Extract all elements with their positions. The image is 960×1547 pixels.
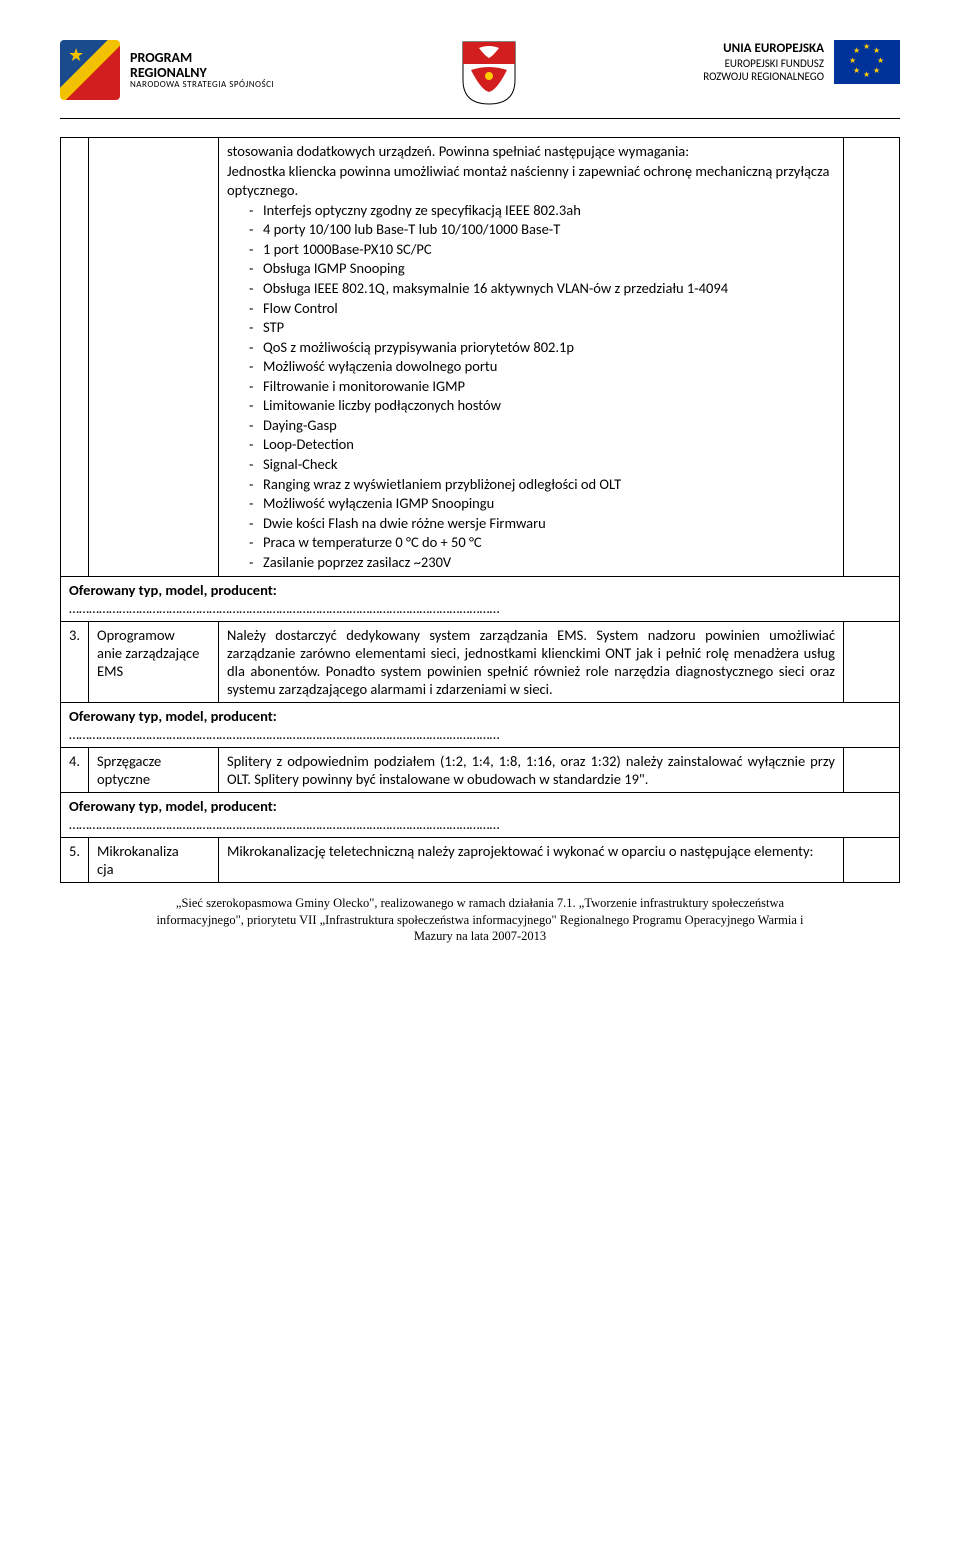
row-label: Mikrokanalizacja — [89, 838, 219, 883]
offered-dots: …………………………………………………………………………………………………………… — [69, 725, 891, 743]
offered-dots: …………………………………………………………………………………………………………… — [69, 599, 891, 617]
spec-bullet-item: Flow Control — [249, 299, 835, 319]
spec-bullet-item: Możliwość wyłączenia dowolnego portu — [249, 357, 835, 377]
footer-line2: informacyjnego", priorytetu VII „Infrast… — [60, 912, 900, 928]
table-row: 5. Mikrokanalizacja Mikrokanalizację tel… — [61, 838, 900, 883]
offered-row: Oferowany typ, model, producent: …………………… — [61, 793, 900, 838]
offered-label: Oferowany typ, model, producent: — [69, 797, 891, 815]
offered-label: Oferowany typ, model, producent: — [69, 707, 891, 725]
header-right-line3: ROZWOJU REGIONALNEGO — [703, 70, 824, 83]
header-left-line2: REGIONALNY — [130, 65, 274, 80]
footer-line1: „Sieć szerokopasmowa Gminy Olecko", real… — [60, 895, 900, 911]
header-left-line1: PROGRAM — [130, 50, 274, 65]
table-row: 4. Sprzęgacze optyczne Splitery z odpowi… — [61, 748, 900, 793]
spec-bullet-item: STP — [249, 318, 835, 338]
spec-bullet-item: Obsługa IGMP Snooping — [249, 259, 835, 279]
spec-bullet-item: Możliwość wyłączenia IGMP Snoopingu — [249, 494, 835, 514]
program-logo-icon — [60, 40, 120, 100]
offered-row: Oferowany typ, model, producent: …………………… — [61, 577, 900, 622]
spec-bullet-item: Ranging wraz z wyświetlaniem przybliżone… — [249, 475, 835, 495]
row-text: Splitery z odpowiednim podziałem (1:2, 1… — [219, 748, 844, 793]
row-text: Mikrokanalizację teletechniczną należy z… — [219, 838, 844, 883]
spec-bullet-item: 4 porty 10/100 lub Base-T lub 10/100/100… — [249, 220, 835, 240]
spec-table: stosowania dodatkowych urządzeń. Powinna… — [60, 137, 900, 883]
row-label: Oprogramowanie zarządzające EMS — [89, 622, 219, 703]
spec-bullet-item: Loop-Detection — [249, 435, 835, 455]
table-row: stosowania dodatkowych urządzeń. Powinna… — [61, 138, 900, 577]
table-row: 3. Oprogramowanie zarządzające EMS Należ… — [61, 622, 900, 703]
logo-program-regionalny: PROGRAM REGIONALNY NARODOWA STRATEGIA SP… — [60, 40, 274, 100]
row-text: Należy dostarczyć dedykowany system zarz… — [219, 622, 844, 703]
page-footer: „Sieć szerokopasmowa Gminy Olecko", real… — [60, 895, 900, 944]
spec-bullet-item: Obsługa IEEE 802.1Q, maksymalnie 16 akty… — [249, 279, 835, 299]
row-number: 3. — [61, 622, 89, 703]
row-label: Sprzęgacze optyczne — [89, 748, 219, 793]
spec-bullets: Interfejs optyczny zgodny ze specyfikacj… — [249, 201, 835, 573]
row-number: 4. — [61, 748, 89, 793]
spec-bullet-item: Filtrowanie i monitorowanie IGMP — [249, 377, 835, 397]
eu-flag-icon: ★ ★ ★ ★ ★ ★ ★ ★ — [834, 40, 900, 84]
header-divider — [60, 118, 900, 119]
spec-bullet-item: Zasilanie poprzez zasilacz ~230V — [249, 553, 835, 573]
header-left-line3: NARODOWA STRATEGIA SPÓJNOŚCI — [130, 80, 274, 90]
page-header: PROGRAM REGIONALNY NARODOWA STRATEGIA SP… — [60, 40, 900, 106]
spec-bullet-item: Dwie kości Flash na dwie różne wersje Fi… — [249, 514, 835, 534]
footer-line3: Mazury na lata 2007-2013 — [60, 928, 900, 944]
row-number: 5. — [61, 838, 89, 883]
coat-of-arms-icon — [461, 40, 517, 106]
offered-row: Oferowany typ, model, producent: …………………… — [61, 703, 900, 748]
spec-continuation: stosowania dodatkowych urządzeń. Powinna… — [227, 142, 835, 572]
spec-intro: stosowania dodatkowych urządzeń. Powinna… — [227, 142, 689, 160]
header-right-line2: EUROPEJSKI FUNDUSZ — [703, 57, 824, 70]
spec-bullet-item: Daying-Gasp — [249, 416, 835, 436]
spec-bullet-item: Signal-Check — [249, 455, 835, 475]
spec-bullet-item: Interfejs optyczny zgodny ze specyfikacj… — [249, 201, 835, 221]
spec-desc: Jednostka kliencka powinna umożliwiać mo… — [227, 162, 829, 200]
spec-bullet-item: QoS z możliwością przypisywania prioryte… — [249, 338, 835, 358]
spec-bullet-item: 1 port 1000Base-PX10 SC/PC — [249, 240, 835, 260]
offered-dots: …………………………………………………………………………………………………………… — [69, 815, 891, 833]
header-right-line1: UNIA EUROPEJSKA — [703, 41, 824, 57]
offered-label: Oferowany typ, model, producent: — [69, 581, 891, 599]
logo-eu: UNIA EUROPEJSKA EUROPEJSKI FUNDUSZ ROZWO… — [703, 40, 900, 84]
spec-bullet-item: Limitowanie liczby podłączonych hostów — [249, 396, 835, 416]
spec-bullet-item: Praca w temperaturze 0 °C do + 50 °C — [249, 533, 835, 553]
